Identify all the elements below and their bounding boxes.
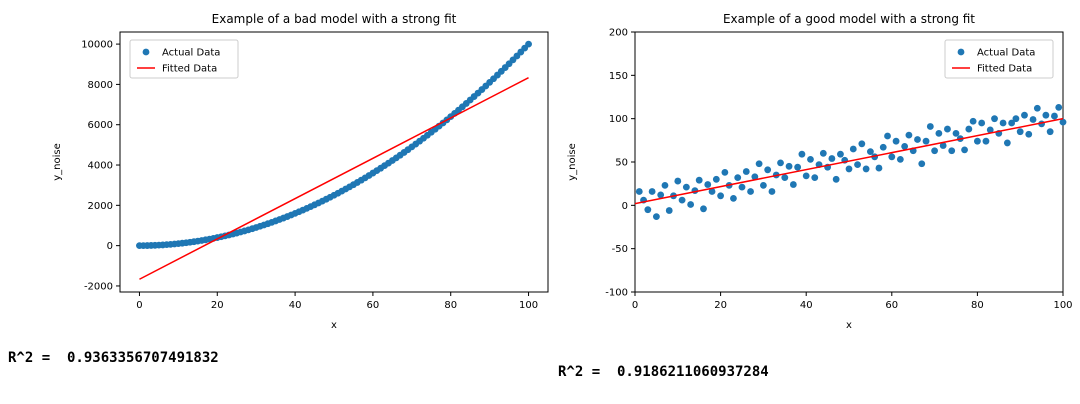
x-tick-label: 0 xyxy=(632,300,638,311)
y-tick-label: 200 xyxy=(609,28,628,39)
y-tick-label: 6000 xyxy=(88,120,113,131)
legend-marker-icon xyxy=(142,48,150,56)
legend: Actual Data Fitted Data xyxy=(944,39,1054,79)
y-tick-label: 100 xyxy=(609,114,628,125)
y-tick-label: 10000 xyxy=(81,40,113,51)
x-tick-label: 80 xyxy=(444,300,457,311)
r2-output-good-model: R^2 = 0.9186211060937284 xyxy=(558,364,769,380)
y-tick-label: 0 xyxy=(107,241,113,252)
notebook-output: 0 20 40 60 80 100 -2000 0 2000 4000 6000 8000 10000 E… xyxy=(8,6,1076,380)
x-tick-label: 20 xyxy=(211,300,224,311)
good-model-figure: 0 20 40 60 80 100 -100 -50 0 50 100 150 200 Example o… xyxy=(557,6,1076,338)
x-tick-label: 60 xyxy=(885,300,898,311)
x-tick-label: 100 xyxy=(519,300,538,311)
x-tick-label: 60 xyxy=(367,300,380,311)
y-axis-label: y_noise xyxy=(52,143,63,181)
legend-label: Actual Data xyxy=(977,48,1035,59)
x-axis: 0 20 40 60 80 100 xyxy=(632,292,1073,311)
y-tick-label: 4000 xyxy=(88,161,113,172)
y-tick-label: -100 xyxy=(605,288,628,299)
y-axis: -2000 0 2000 4000 6000 8000 10000 xyxy=(81,40,120,292)
x-tick-label: 40 xyxy=(800,300,813,311)
x-axis-label: x xyxy=(331,320,337,331)
chart-title: Example of a bad model with a strong fit xyxy=(212,12,457,26)
good-model-chart-canvas: 0 20 40 60 80 100 -100 -50 0 50 100 150 200 Example o… xyxy=(567,12,1073,331)
x-tick-label: 80 xyxy=(971,300,984,311)
y-tick-label: -50 xyxy=(612,244,628,255)
x-tick-label: 20 xyxy=(714,300,727,311)
y-tick-label: 0 xyxy=(622,201,628,212)
y-tick-label: 150 xyxy=(609,71,628,82)
good-model-column: 0 20 40 60 80 100 -100 -50 0 50 100 150 200 Example o… xyxy=(542,6,1076,380)
legend-marker-icon xyxy=(957,48,965,56)
y-tick-label: 2000 xyxy=(88,201,113,212)
y-tick-label: 8000 xyxy=(88,80,113,91)
scatter-series xyxy=(136,40,532,250)
x-axis: 0 20 40 60 80 100 xyxy=(136,292,538,311)
bad-model-column: 0 20 40 60 80 100 -2000 0 2000 4000 6000 8000 10000 E… xyxy=(8,6,549,366)
y-tick-label: 50 xyxy=(615,158,628,169)
chart-title: Example of a good model with a strong fi… xyxy=(723,12,975,26)
fitted-line-series xyxy=(634,117,1064,205)
y-tick-label: -2000 xyxy=(84,281,113,292)
x-axis-label: x xyxy=(846,320,852,331)
x-tick-label: 100 xyxy=(1053,300,1072,311)
bad-model-figure: 0 20 40 60 80 100 -2000 0 2000 4000 6000 8000 10000 E… xyxy=(42,6,549,338)
legend-label: Actual Data xyxy=(162,48,220,59)
x-tick-label: 0 xyxy=(136,300,142,311)
fitted-line-series xyxy=(139,77,529,280)
y-axis-label: y_noise xyxy=(567,143,578,181)
legend: Actual Data Fitted Data xyxy=(129,39,239,79)
x-tick-label: 40 xyxy=(289,300,302,311)
legend-label: Fitted Data xyxy=(162,64,217,75)
bad-model-chart-canvas: 0 20 40 60 80 100 -2000 0 2000 4000 6000 8000 10000 E… xyxy=(52,12,549,331)
y-axis: -100 -50 0 50 100 150 200 xyxy=(605,28,635,299)
legend-label: Fitted Data xyxy=(977,64,1032,75)
r2-output-bad-model: R^2 = 0.9363356707491832 xyxy=(8,350,219,366)
